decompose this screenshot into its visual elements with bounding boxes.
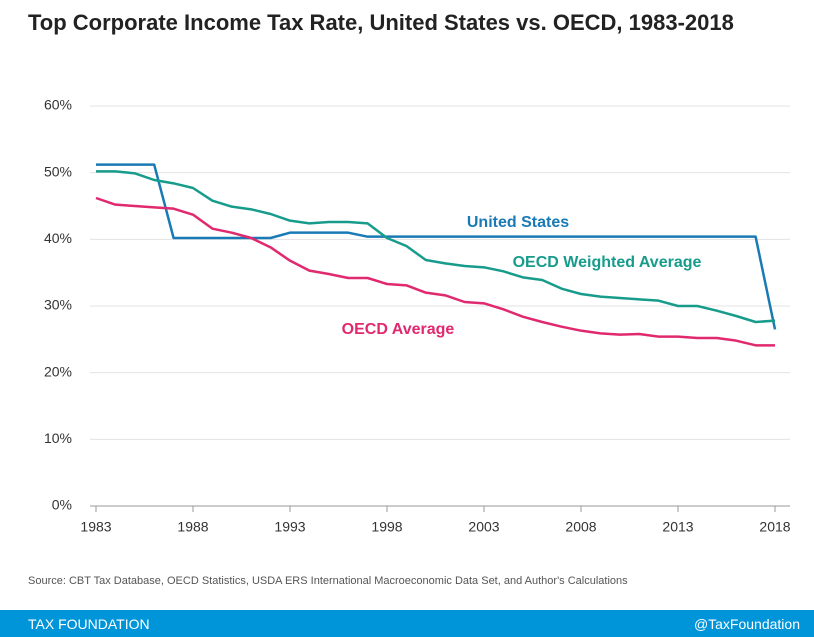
chart-title: Top Corporate Income Tax Rate, United St… xyxy=(28,10,734,35)
y-tick-label: 10% xyxy=(44,430,72,446)
x-tick-label: 2003 xyxy=(468,519,499,535)
y-tick-label: 20% xyxy=(44,363,72,379)
x-tick-label: 1983 xyxy=(80,519,111,535)
footer-handle: @TaxFoundation xyxy=(693,616,800,632)
x-tick-label: 2008 xyxy=(565,519,596,535)
y-tick-label: 30% xyxy=(44,297,72,313)
footer-brand: TAX FOUNDATION xyxy=(28,616,150,632)
series-line xyxy=(96,170,776,324)
x-tick-label: 1988 xyxy=(177,519,208,535)
series-line xyxy=(95,196,775,347)
x-tick-label: 2018 xyxy=(759,519,790,535)
y-tick-label: 50% xyxy=(44,163,72,179)
footer-bar: TAX FOUNDATION @TaxFoundation xyxy=(0,610,814,637)
y-tick-label: 60% xyxy=(44,97,72,113)
source-note: Source: CBT Tax Database, OECD Statistic… xyxy=(28,575,628,587)
y-tick-label: 40% xyxy=(44,230,72,246)
chart: 0% 10% 20% 30% 40% 50% 60% 1983 1988 1993 1998 2003… xyxy=(44,97,791,535)
series-line xyxy=(96,163,777,330)
series-label: OECD Weighted Average xyxy=(513,254,702,271)
series-label: OECD Average xyxy=(342,321,455,338)
x-tick-label: 1998 xyxy=(371,519,402,535)
y-tick-label: 0% xyxy=(52,497,72,513)
series-label: United States xyxy=(467,214,569,231)
x-tick-label: 2013 xyxy=(662,519,693,535)
x-tick-label: 1993 xyxy=(274,519,305,535)
